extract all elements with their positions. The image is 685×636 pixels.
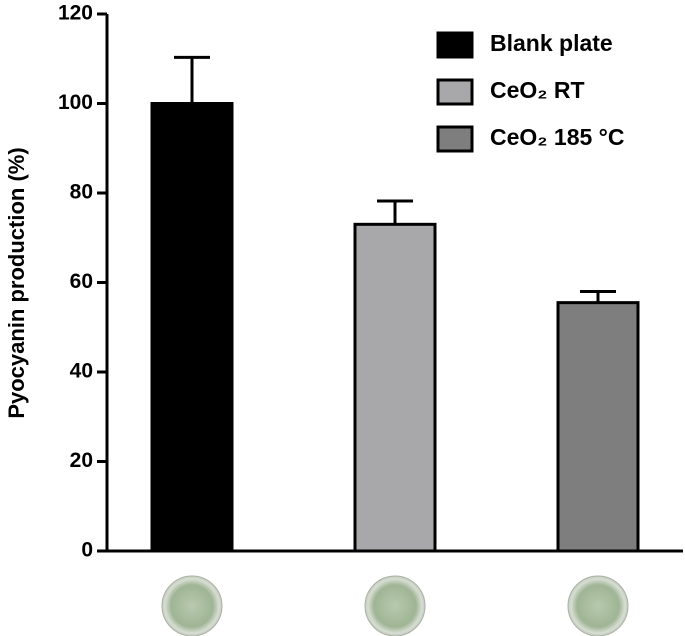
dish-photo <box>161 575 223 636</box>
dish-photo <box>364 575 426 636</box>
y-tick-label: 80 <box>70 181 93 204</box>
y-tick-label: 100 <box>58 91 93 114</box>
legend-label: CeO₂ 185 °C <box>490 124 624 150</box>
legend-label: CeO₂ RT <box>490 77 585 103</box>
dishes <box>161 575 629 636</box>
y-tick-label: 60 <box>70 270 93 293</box>
y-tick-label: 20 <box>70 449 93 472</box>
y-axis-label: Pyocyanin production (%) <box>4 147 29 418</box>
dish-photo <box>567 575 629 636</box>
y-tick-label: 120 <box>58 2 93 25</box>
legend-swatch <box>436 31 474 59</box>
bar <box>556 301 640 553</box>
bar <box>353 222 437 553</box>
y-tick-label: 40 <box>70 360 93 383</box>
legend-swatch <box>436 125 474 153</box>
y-tick-label: 0 <box>81 539 93 562</box>
legend-swatch <box>436 78 474 106</box>
legend-label: Blank plate <box>490 30 613 56</box>
bar <box>150 102 234 553</box>
